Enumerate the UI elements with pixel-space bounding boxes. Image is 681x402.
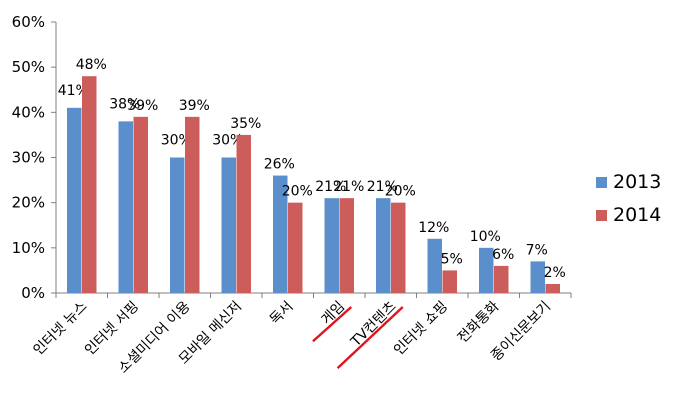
data-label-2014: 20%: [385, 184, 416, 200]
bar-2013: [221, 157, 236, 293]
bar-2014: [339, 198, 354, 293]
category-label: 인터넷 쇼핑: [391, 299, 451, 359]
y-tick-label: 40%: [12, 103, 45, 121]
y-tick-label: 20%: [12, 194, 45, 212]
data-label-2014: 39%: [127, 98, 158, 114]
bar-2013: [427, 238, 442, 293]
data-label-2014: 39%: [179, 98, 210, 114]
data-label-2014: 5%: [441, 251, 463, 267]
data-label-2013: 26%: [264, 157, 295, 173]
data-label-2013: 7%: [526, 242, 548, 258]
category-label: 전화통화: [455, 298, 503, 346]
bar-2013: [170, 157, 185, 293]
y-tick-label: 50%: [12, 58, 45, 76]
data-label-2014: 20%: [282, 184, 313, 200]
category-label: 인터넷 뉴스: [31, 298, 91, 358]
red-underline-annotation: [336, 306, 404, 370]
data-label-2014: 6%: [492, 247, 514, 263]
category-label: TV컨텐츠: [347, 298, 399, 350]
data-label-2013: 30%: [212, 133, 243, 149]
bar-2013: [118, 121, 133, 293]
bar-2014: [545, 283, 560, 293]
bar-2014: [82, 76, 97, 293]
bar-2013: [273, 175, 288, 293]
bar-2014: [133, 116, 148, 293]
legend-swatch-2013: [596, 177, 607, 188]
bar-2014: [494, 265, 509, 293]
data-label-2013: 30%: [161, 133, 192, 149]
y-tick-label: 60%: [12, 13, 45, 31]
bar-2014: [288, 202, 303, 293]
data-label-2014: 48%: [76, 57, 107, 73]
legend-swatch-2014: [596, 210, 607, 221]
y-tick-label: 30%: [12, 149, 45, 167]
bar-2013: [479, 247, 494, 293]
data-label-2014: 2%: [544, 265, 566, 281]
bar-2014: [442, 270, 457, 293]
data-label-2013: 21%: [367, 179, 398, 195]
bar-2014: [185, 116, 200, 293]
data-label-2013: 21%: [315, 179, 346, 195]
data-label-2013: 41%: [58, 83, 89, 99]
data-label-2013: 38%: [109, 96, 140, 112]
bar-2014: [391, 202, 406, 293]
data-label-2014: 35%: [230, 116, 261, 132]
bar-2013: [376, 198, 391, 293]
data-label-2014: 21%: [333, 179, 364, 195]
bar-2013: [67, 107, 82, 293]
legend-label-2013: 2013: [613, 171, 661, 193]
data-label-2013: 10%: [470, 229, 501, 245]
data-label-2013: 12%: [418, 220, 449, 236]
bar-2014: [236, 134, 251, 293]
legend-label-2014: 2014: [613, 204, 661, 226]
y-tick-label: 10%: [12, 239, 45, 257]
category-label: 독서: [267, 299, 297, 329]
y-tick-label: 0%: [21, 284, 45, 302]
bar-2013: [324, 198, 339, 293]
red-underline-annotation: [312, 306, 353, 343]
bar-2013: [530, 261, 545, 293]
